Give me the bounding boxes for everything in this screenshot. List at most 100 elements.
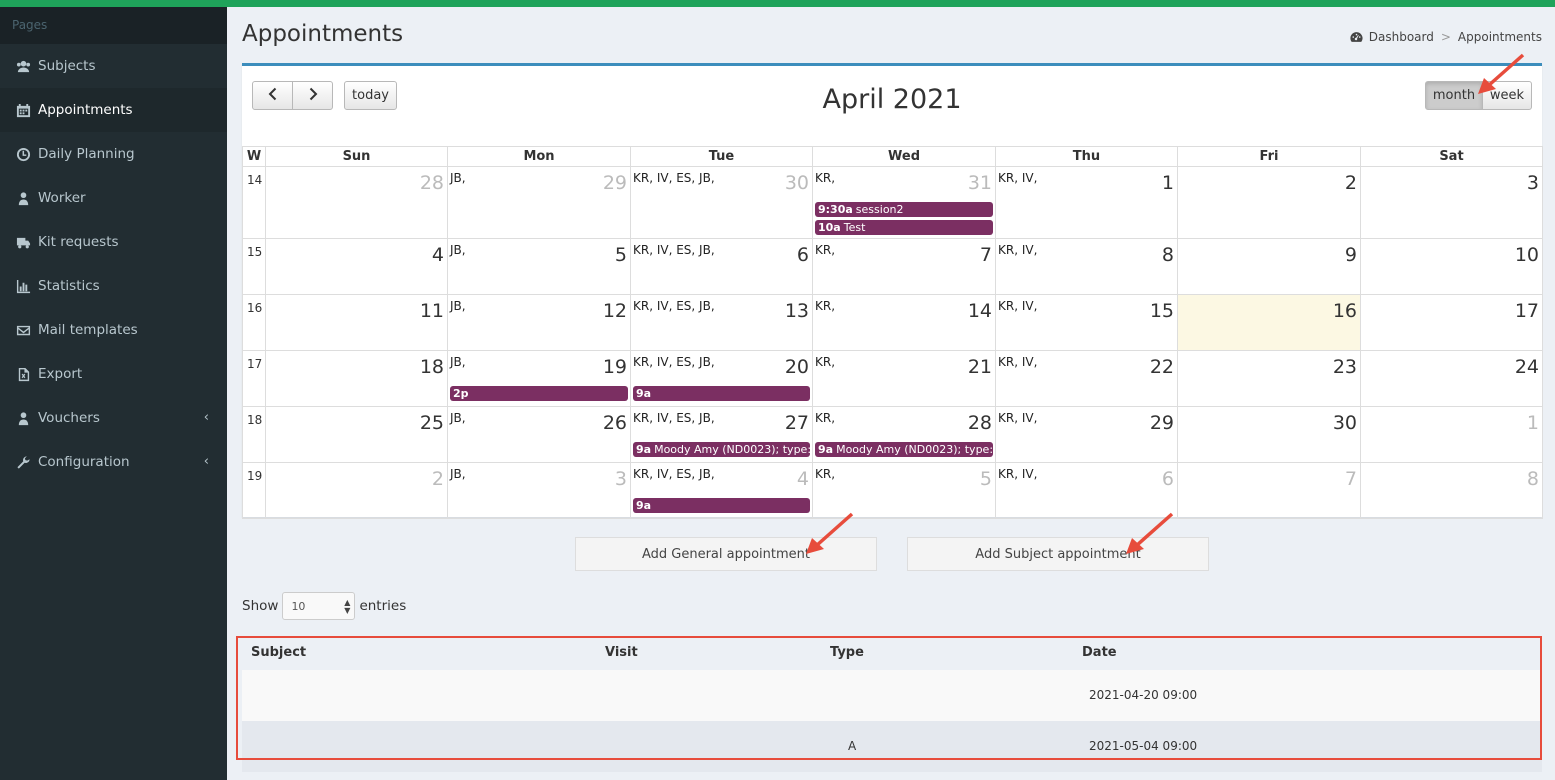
- day-cell[interactable]: KR, IV, 8: [995, 238, 1178, 295]
- day-cell[interactable]: 25: [265, 406, 448, 463]
- day-number[interactable]: 17: [1514, 300, 1539, 322]
- day-number[interactable]: 2: [1344, 172, 1357, 194]
- day-cell[interactable]: KR, 14: [812, 294, 996, 351]
- table-row[interactable]: 2021-04-20 09:00: [242, 670, 1542, 721]
- column-header-date[interactable]: Date: [1082, 645, 1117, 660]
- day-number[interactable]: 28: [419, 172, 444, 194]
- day-cell[interactable]: JB, 3: [447, 462, 631, 519]
- sidebar-item-statistics[interactable]: Statistics: [0, 264, 227, 308]
- day-cell[interactable]: KR, IV, ES, JB, 13: [630, 294, 813, 351]
- day-number[interactable]: 9: [1344, 244, 1357, 266]
- day-cell[interactable]: JB, 19 2p: [447, 350, 631, 407]
- day-cell[interactable]: 10: [1360, 238, 1543, 295]
- day-cell[interactable]: 16: [1177, 294, 1361, 351]
- calendar-event[interactable]: 9a: [633, 498, 810, 513]
- day-number[interactable]: 14: [967, 300, 992, 322]
- day-number[interactable]: 4: [796, 468, 809, 490]
- sidebar-item-vouchers[interactable]: Vouchers ‹: [0, 396, 227, 440]
- day-number[interactable]: 19: [602, 356, 627, 378]
- day-cell[interactable]: 17: [1360, 294, 1543, 351]
- day-cell[interactable]: 28: [265, 166, 448, 239]
- day-cell[interactable]: JB, 5: [447, 238, 631, 295]
- add-general-appointment-button[interactable]: Add General appointment: [575, 537, 877, 571]
- day-number[interactable]: 5: [614, 244, 627, 266]
- day-number[interactable]: 21: [967, 356, 992, 378]
- day-cell[interactable]: 11: [265, 294, 448, 351]
- calendar-event[interactable]: 2p: [450, 386, 628, 401]
- sidebar-item-subjects[interactable]: Subjects: [0, 44, 227, 88]
- day-cell[interactable]: 3: [1360, 166, 1543, 239]
- day-number[interactable]: 27: [784, 412, 809, 434]
- day-number[interactable]: 1: [1161, 172, 1174, 194]
- sidebar-item-kit-requests[interactable]: Kit requests: [0, 220, 227, 264]
- day-number[interactable]: 7: [1344, 468, 1357, 490]
- month-view-button[interactable]: month: [1425, 81, 1483, 110]
- sidebar-item-export[interactable]: Export: [0, 352, 227, 396]
- day-cell[interactable]: 18: [265, 350, 448, 407]
- add-subject-appointment-button[interactable]: Add Subject appointment: [907, 537, 1209, 571]
- prev-month-button[interactable]: [252, 81, 293, 110]
- day-number[interactable]: 1: [1526, 412, 1539, 434]
- day-number[interactable]: 30: [1332, 412, 1357, 434]
- day-cell[interactable]: KR, 31 9:30a session2 10a Test: [812, 166, 996, 239]
- day-cell[interactable]: KR, IV, 22: [995, 350, 1178, 407]
- day-number[interactable]: 10: [1514, 244, 1539, 266]
- day-number[interactable]: 25: [419, 412, 444, 434]
- today-button[interactable]: today: [344, 81, 397, 110]
- day-cell[interactable]: 1: [1360, 406, 1543, 463]
- column-header-type[interactable]: Type: [830, 645, 864, 660]
- day-cell[interactable]: 8: [1360, 462, 1543, 519]
- day-cell[interactable]: KR, 28 9a Moody Amy (ND0023); type: A: [812, 406, 996, 463]
- day-number[interactable]: 7: [979, 244, 992, 266]
- day-cell[interactable]: JB, 26: [447, 406, 631, 463]
- breadcrumb-dashboard-link[interactable]: Dashboard: [1368, 30, 1434, 44]
- day-number[interactable]: 24: [1514, 356, 1539, 378]
- day-cell[interactable]: 2: [265, 462, 448, 519]
- day-cell[interactable]: KR, IV, ES, JB, 30: [630, 166, 813, 239]
- day-number[interactable]: 29: [602, 172, 627, 194]
- column-header-subject[interactable]: Subject: [251, 645, 307, 660]
- day-number[interactable]: 5: [979, 468, 992, 490]
- column-header-visit[interactable]: Visit: [605, 645, 638, 660]
- day-cell[interactable]: 9: [1177, 238, 1361, 295]
- day-cell[interactable]: 2: [1177, 166, 1361, 239]
- day-number[interactable]: 6: [1161, 468, 1174, 490]
- day-cell[interactable]: KR, 7: [812, 238, 996, 295]
- day-cell[interactable]: 4: [265, 238, 448, 295]
- day-cell[interactable]: 30: [1177, 406, 1361, 463]
- day-cell[interactable]: KR, IV, 29: [995, 406, 1178, 463]
- day-number[interactable]: 20: [784, 356, 809, 378]
- sidebar-item-worker[interactable]: Worker: [0, 176, 227, 220]
- day-number[interactable]: 6: [796, 244, 809, 266]
- day-cell[interactable]: KR, IV, 6: [995, 462, 1178, 519]
- day-cell[interactable]: 7: [1177, 462, 1361, 519]
- day-number[interactable]: 8: [1526, 468, 1539, 490]
- day-number[interactable]: 8: [1161, 244, 1174, 266]
- calendar-event[interactable]: 9a: [633, 386, 810, 401]
- sidebar-item-daily-planning[interactable]: Daily Planning: [0, 132, 227, 176]
- day-cell[interactable]: KR, IV, 15: [995, 294, 1178, 351]
- day-cell[interactable]: KR, 5: [812, 462, 996, 519]
- day-number[interactable]: 3: [614, 468, 627, 490]
- day-cell[interactable]: JB, 12: [447, 294, 631, 351]
- day-number[interactable]: 13: [784, 300, 809, 322]
- day-cell[interactable]: 23: [1177, 350, 1361, 407]
- day-number[interactable]: 4: [431, 244, 444, 266]
- day-cell[interactable]: KR, 21: [812, 350, 996, 407]
- day-number[interactable]: 26: [602, 412, 627, 434]
- sidebar-item-appointments[interactable]: Appointments: [0, 88, 227, 132]
- day-number[interactable]: 31: [967, 172, 992, 194]
- day-number[interactable]: 29: [1149, 412, 1174, 434]
- week-view-button[interactable]: week: [1482, 81, 1532, 110]
- sidebar-item-mail-templates[interactable]: Mail templates: [0, 308, 227, 352]
- day-number[interactable]: 16: [1332, 300, 1357, 322]
- day-number[interactable]: 3: [1526, 172, 1539, 194]
- day-number[interactable]: 22: [1149, 356, 1174, 378]
- day-number[interactable]: 2: [431, 468, 444, 490]
- next-month-button[interactable]: [292, 81, 333, 110]
- calendar-event[interactable]: 9:30a session2: [815, 202, 993, 217]
- day-cell[interactable]: KR, IV, ES, JB, 6: [630, 238, 813, 295]
- day-number[interactable]: 11: [419, 300, 444, 322]
- calendar-event[interactable]: 9a Moody Amy (ND0023); type: A: [815, 442, 993, 457]
- calendar-event[interactable]: 10a Test: [815, 220, 993, 235]
